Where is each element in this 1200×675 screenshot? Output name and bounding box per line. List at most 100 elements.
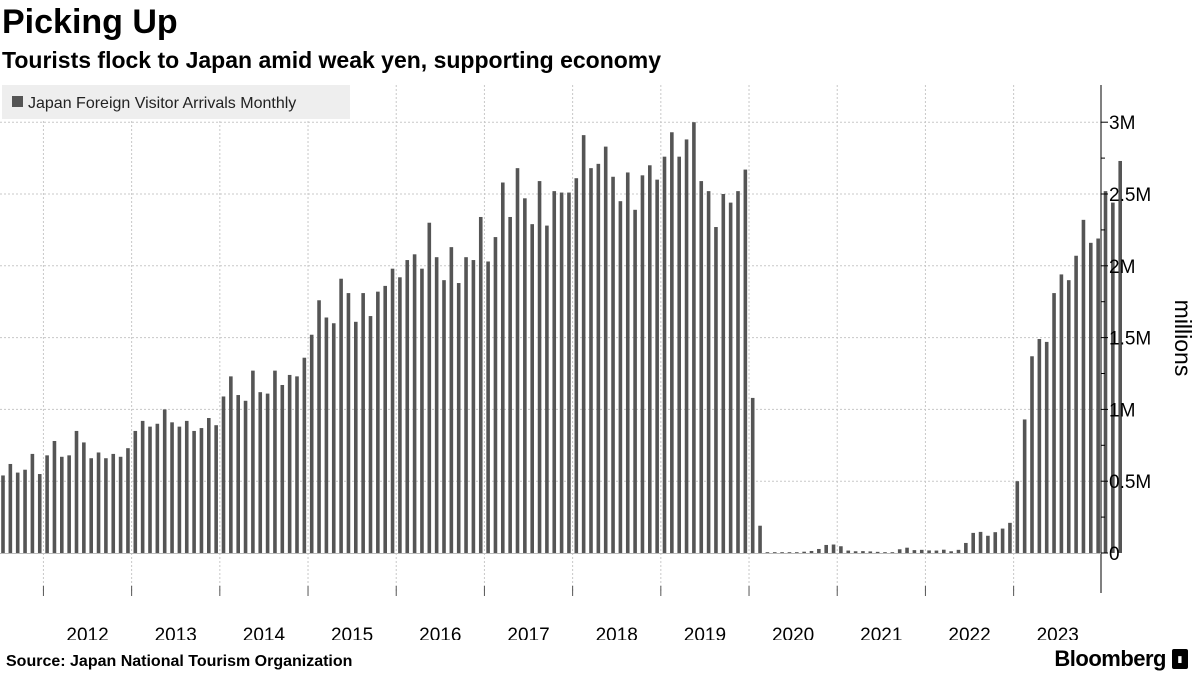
bar bbox=[758, 525, 762, 553]
x-tick-label: 2018 bbox=[596, 625, 638, 640]
bar bbox=[1074, 255, 1078, 554]
bar bbox=[633, 209, 637, 553]
bar bbox=[559, 192, 564, 553]
x-tick-label: 2021 bbox=[860, 625, 902, 640]
bar bbox=[567, 192, 571, 553]
bar bbox=[111, 453, 116, 553]
bar bbox=[603, 146, 608, 553]
x-tick-label: 2016 bbox=[419, 625, 461, 640]
bar bbox=[383, 285, 387, 553]
bar bbox=[515, 168, 520, 554]
bar bbox=[37, 474, 42, 553]
bar bbox=[493, 237, 498, 553]
bar bbox=[890, 552, 895, 553]
source-note: Source: Japan National Tourism Organizat… bbox=[6, 653, 353, 670]
bar bbox=[949, 551, 953, 553]
bar bbox=[589, 168, 593, 554]
bar bbox=[133, 430, 138, 553]
y-tick-label: 2M bbox=[1109, 257, 1135, 278]
y-tick-label: 0 bbox=[1109, 544, 1120, 565]
x-tick-label: 2012 bbox=[66, 625, 108, 640]
bar bbox=[214, 425, 218, 553]
x-tick-label: 2023 bbox=[1037, 625, 1079, 640]
x-tick-label: 2022 bbox=[948, 625, 990, 640]
bar bbox=[192, 430, 196, 553]
bar bbox=[581, 135, 586, 553]
x-axis-ticks: 2012 2013 2014 2015 2016 2017 2018 2019 2020 2021… bbox=[42, 586, 1079, 640]
bar bbox=[706, 191, 711, 554]
grid-lines bbox=[0, 85, 1101, 593]
x-tick-label: 2013 bbox=[155, 625, 197, 640]
bar bbox=[442, 280, 446, 553]
legend-swatch bbox=[12, 96, 23, 107]
bar bbox=[361, 293, 365, 553]
bar bbox=[508, 216, 512, 553]
bar bbox=[449, 247, 454, 553]
bar bbox=[662, 156, 667, 553]
bar bbox=[750, 397, 755, 553]
bar bbox=[1052, 293, 1056, 553]
bar bbox=[184, 420, 189, 553]
bar bbox=[287, 374, 292, 553]
bar bbox=[1030, 356, 1034, 553]
bar bbox=[376, 291, 380, 553]
bar bbox=[927, 550, 931, 553]
bar bbox=[236, 395, 240, 553]
y-tick-label: 1M bbox=[1109, 400, 1135, 421]
bar bbox=[207, 418, 211, 553]
brand-name: Bloomberg bbox=[1054, 646, 1166, 671]
bar bbox=[354, 321, 358, 553]
bar bbox=[229, 376, 233, 553]
bar bbox=[655, 179, 659, 553]
legend: Japan Foreign Visitor Arrivals Monthly bbox=[2, 85, 350, 119]
bar bbox=[96, 452, 101, 553]
bar bbox=[743, 169, 748, 553]
bar bbox=[148, 426, 152, 553]
bar bbox=[1, 475, 5, 553]
bar bbox=[853, 551, 858, 553]
bar bbox=[611, 176, 615, 553]
bar bbox=[537, 181, 542, 554]
bar bbox=[831, 544, 836, 553]
bar bbox=[640, 175, 645, 553]
bar bbox=[802, 551, 806, 553]
bar-series bbox=[1, 122, 1122, 554]
x-tick-label: 2020 bbox=[772, 625, 814, 640]
bar bbox=[45, 455, 49, 553]
bar bbox=[919, 549, 924, 553]
bar bbox=[670, 132, 674, 553]
bar bbox=[295, 376, 299, 553]
bar bbox=[971, 532, 975, 553]
bar bbox=[897, 549, 902, 553]
bar bbox=[368, 316, 373, 553]
bar bbox=[1015, 481, 1020, 553]
bar bbox=[684, 139, 689, 553]
bar bbox=[346, 293, 351, 553]
bar bbox=[162, 409, 167, 553]
bar bbox=[456, 283, 461, 553]
chart-subtitle: Tourists flock to Japan amid weak yen, s… bbox=[2, 47, 662, 73]
bar bbox=[736, 191, 740, 554]
brand-badge-icon: ▮ bbox=[1172, 649, 1188, 669]
bar bbox=[677, 156, 681, 553]
bar bbox=[74, 430, 79, 553]
bar bbox=[67, 455, 71, 553]
bar bbox=[464, 257, 468, 553]
bar bbox=[839, 546, 843, 553]
bar bbox=[552, 191, 557, 554]
x-tick-label: 2014 bbox=[243, 625, 286, 640]
bar bbox=[199, 428, 204, 553]
bar bbox=[1066, 280, 1071, 553]
bar bbox=[15, 472, 20, 553]
bar bbox=[795, 552, 799, 553]
bar bbox=[478, 216, 483, 553]
bar bbox=[420, 268, 424, 553]
bar bbox=[280, 384, 285, 553]
bar bbox=[875, 551, 880, 553]
axes bbox=[0, 85, 1102, 593]
bar bbox=[993, 532, 998, 553]
bar bbox=[625, 172, 630, 553]
bar bbox=[140, 420, 145, 553]
bar bbox=[30, 453, 35, 553]
bar bbox=[82, 442, 86, 553]
